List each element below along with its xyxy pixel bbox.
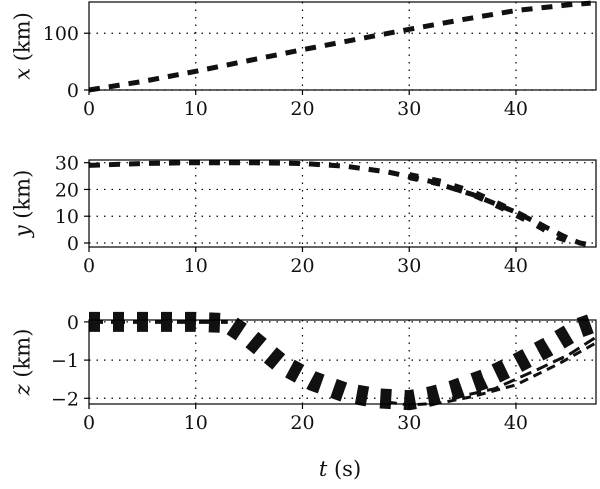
panel-x-series — [88, 0, 591, 93]
panel-x-xtick-label: 0 — [83, 98, 95, 120]
panel-z-position: 0 10 20 30 40 0 −1 −2 z (km) — [10, 311, 600, 434]
panel-x-position: 0 10 20 30 40 0 100 x (km) — [10, 0, 597, 120]
panel-y-position: 0 10 20 30 40 0 10 20 30 y (km) — [10, 153, 597, 277]
panel-y-grid — [89, 160, 596, 247]
panel-x-xtick-label: 40 — [504, 98, 528, 120]
panel-x-series-0-line — [88, 0, 591, 93]
panel-x-frame — [88, 1, 597, 91]
panel-x-xtick-label: 30 — [397, 98, 421, 120]
panel-z-series-2-line — [387, 341, 597, 407]
panel-z-series-0-line — [89, 311, 600, 411]
panel-x-ytick-label: 100 — [43, 23, 79, 45]
panel-z-xtick-label: 0 — [83, 412, 95, 434]
panel-y-xtick-label: 20 — [290, 255, 314, 277]
panel-z-ticks: 0 10 20 30 40 0 −1 −2 — [51, 312, 528, 434]
panel-y-ticks: 0 10 20 30 40 0 10 20 30 — [55, 153, 528, 277]
panel-y-xtick-label: 0 — [83, 255, 95, 277]
panel-x-ylabel: x (km) — [10, 12, 34, 80]
panel-y-ylabel: y (km) — [10, 170, 34, 239]
panel-z-ytick-label: 0 — [67, 312, 79, 334]
panel-z-ylabel: z (km) — [10, 329, 34, 397]
panel-z-xtick-label: 10 — [184, 412, 208, 434]
panel-x-grid — [89, 2, 596, 91]
panel-x-ticks: 0 10 20 30 40 0 100 — [43, 23, 528, 120]
panel-x-ytick-label: 0 — [67, 80, 79, 102]
panel-y-ytick-label: 30 — [55, 153, 79, 175]
panel-y-ytick-label: 10 — [55, 206, 79, 228]
panel-z-ytick-label: −1 — [51, 350, 79, 372]
panel-y-xtick-label: 10 — [184, 255, 208, 277]
panel-y-xtick-label: 40 — [504, 255, 528, 277]
panel-z-xtick-label: 40 — [504, 412, 528, 434]
panel-y-series-1-line — [408, 172, 576, 246]
panel-z-series — [89, 311, 600, 411]
shared-xlabel: t (s) — [319, 457, 361, 481]
panel-z-ytick-label: −2 — [51, 388, 79, 410]
panel-y-series — [88, 160, 592, 248]
panel-y-xtick-label: 30 — [397, 255, 421, 277]
panel-x-xtick-label: 20 — [290, 98, 314, 120]
panel-x-xtick-label: 10 — [184, 98, 208, 120]
panel-z-frame — [88, 319, 597, 405]
panel-z-xtick-label: 20 — [290, 412, 314, 434]
panel-y-frame — [88, 159, 597, 248]
panel-y-ytick-label: 0 — [67, 233, 79, 255]
panel-z-xtick-label: 30 — [397, 412, 421, 434]
panel-z-series-3-line — [451, 335, 597, 400]
panel-y-ytick-label: 20 — [55, 179, 79, 201]
